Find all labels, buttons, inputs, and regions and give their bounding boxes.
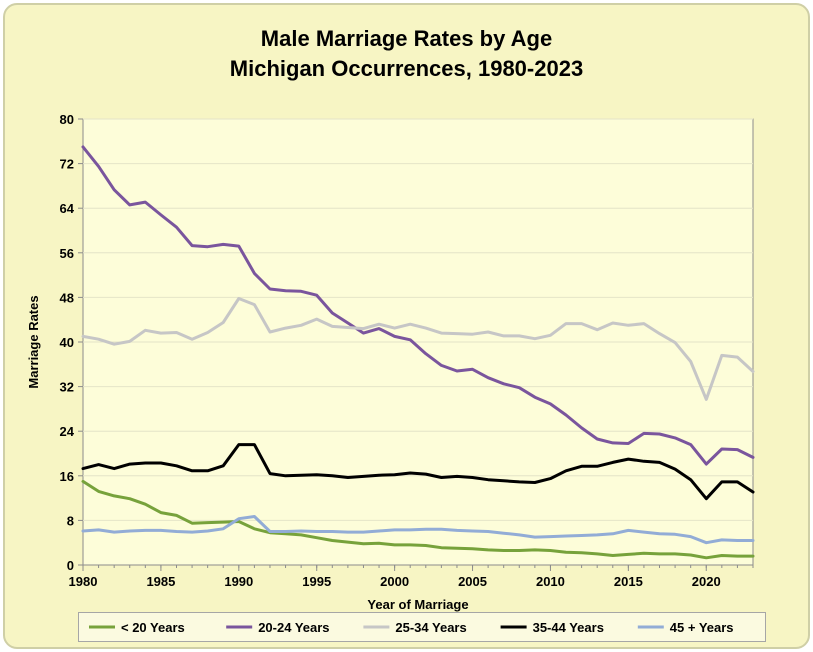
x-tick-label: 1980 bbox=[69, 574, 98, 589]
legend-entry: 20-24 Years bbox=[226, 620, 330, 635]
y-tick-label: 24 bbox=[60, 424, 75, 439]
legend-label: 20-24 Years bbox=[258, 620, 329, 635]
legend: < 20 Years 20-24 Years 25-34 Years 35-44 Ye… bbox=[78, 612, 766, 642]
series-line-4 bbox=[81, 515, 755, 545]
series-line-2 bbox=[81, 297, 755, 401]
legend-label: < 20 Years bbox=[121, 620, 185, 635]
legend-entry: 25-34 Years bbox=[363, 620, 467, 635]
x-axis-ticks: 1980 1985 1990 1995 2000 2005 2010 2015 2020 bbox=[69, 565, 754, 589]
gridlines bbox=[83, 118, 753, 521]
x-tick-label: 1995 bbox=[302, 574, 331, 589]
y-tick-label: 8 bbox=[67, 513, 74, 528]
y-tick-label: 32 bbox=[60, 380, 74, 395]
x-axis-title: Year of Marriage bbox=[367, 597, 468, 612]
legend-label: 25-34 Years bbox=[395, 620, 466, 635]
series-line-0 bbox=[81, 479, 755, 560]
y-tick-label: 16 bbox=[60, 469, 74, 484]
x-tick-label: 1985 bbox=[146, 574, 175, 589]
y-tick-label: 64 bbox=[60, 201, 75, 216]
x-tick-label: 2015 bbox=[614, 574, 643, 589]
x-tick-label: 2020 bbox=[692, 574, 721, 589]
y-tick-label: 40 bbox=[60, 335, 74, 350]
y-axis-title: Marriage Rates bbox=[26, 295, 41, 388]
y-axis-ticks: 0 8 16 24 32 40 48 56 64 72 80 bbox=[60, 112, 83, 573]
legend-entry: < 20 Years bbox=[89, 620, 185, 635]
legend-label: 35-44 Years bbox=[533, 620, 604, 635]
x-tick-label: 2000 bbox=[380, 574, 409, 589]
legend-entry: 35-44 Years bbox=[500, 620, 604, 635]
x-tick-label: 2005 bbox=[458, 574, 487, 589]
y-tick-label: 0 bbox=[67, 558, 74, 573]
legend-entry: 45 + Years bbox=[637, 620, 734, 635]
chart-title: Male Marriage Rates by Age bbox=[260, 26, 553, 51]
y-tick-label: 56 bbox=[60, 246, 74, 261]
series-line-1 bbox=[81, 145, 755, 466]
x-tick-label: 1990 bbox=[224, 574, 253, 589]
chart-subtitle: Michigan Occurrences, 1980-2023 bbox=[229, 56, 584, 81]
chart-title-block: Male Marriage Rates by Age Michigan Occu… bbox=[0, 24, 813, 84]
y-tick-label: 72 bbox=[60, 157, 74, 172]
series-line-3 bbox=[81, 443, 755, 501]
legend-items: < 20 Years 20-24 Years 25-34 Years 35-44 Ye… bbox=[89, 620, 734, 635]
y-tick-label: 48 bbox=[60, 290, 74, 305]
y-tick-label: 80 bbox=[60, 112, 74, 127]
legend-label: 45 + Years bbox=[670, 620, 734, 635]
x-tick-label: 2010 bbox=[536, 574, 565, 589]
series-lines bbox=[81, 145, 755, 560]
